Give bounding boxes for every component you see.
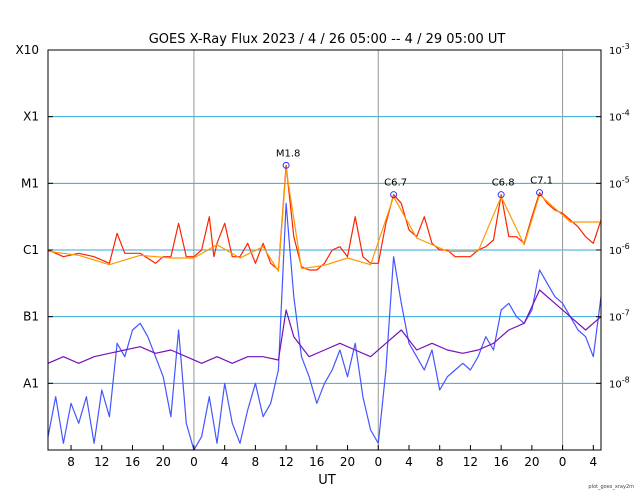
left-tick-label: X1 — [23, 110, 39, 124]
series-line-3 — [47, 289, 602, 364]
x-tick-label: 12 — [463, 455, 478, 469]
x-tick-label: 20 — [156, 455, 171, 469]
left-tick-label: C1 — [23, 243, 39, 257]
x-tick-label: 16 — [125, 455, 140, 469]
left-y-axis: A1 B1 C1 M1 X1 X10 — [16, 43, 53, 390]
right-tick-label: 10-6 — [609, 242, 630, 257]
chart-title: GOES X-Ray Flux 2023 / 4 / 26 05:00 -- 4… — [149, 32, 506, 47]
x-tick-label: 4 — [405, 455, 413, 469]
x-tick-label: 20 — [524, 455, 539, 469]
gridlines — [48, 116, 601, 384]
x-tick-label: 16 — [494, 455, 509, 469]
right-tick-label: 10-3 — [609, 42, 630, 57]
left-tick-label: A1 — [23, 376, 39, 390]
right-tick-label: 10-7 — [609, 309, 630, 324]
x-tick-label: 4 — [221, 455, 229, 469]
flare-peak-marker — [497, 191, 505, 199]
plot-credit: plot_goes_xray2m — [588, 484, 634, 490]
flare-peak-marker — [536, 189, 544, 197]
series-line-2 — [47, 202, 602, 451]
x-tick-label: 16 — [309, 455, 324, 469]
x-tick-label: 4 — [589, 455, 597, 469]
flare-label: C6.8 — [492, 178, 515, 189]
series-line-0 — [47, 164, 602, 271]
x-tick-label: 12 — [94, 455, 109, 469]
x-tick-label: 8 — [67, 455, 75, 469]
x-tick-label: 20 — [340, 455, 355, 469]
day-boundaries — [193, 50, 564, 450]
x-tick-label: 12 — [278, 455, 293, 469]
left-tick-label: M1 — [21, 176, 39, 190]
series-group — [47, 164, 602, 451]
left-tick-label: X10 — [16, 43, 40, 57]
x-tick-label: 0 — [559, 455, 567, 469]
flare-label: C6.7 — [384, 178, 407, 189]
left-tick-label: B1 — [23, 310, 39, 324]
right-tick-label: 10-5 — [609, 175, 630, 190]
x-axis: 8 12 16 20 0 4 8 12 16 20 0 4 8 12 16 20 0 4 — [67, 445, 597, 469]
x-tick-label: 8 — [436, 455, 444, 469]
flare-label: C7.1 — [530, 176, 553, 187]
x-tick-label: 0 — [374, 455, 382, 469]
right-tick-label: 10-8 — [609, 375, 630, 390]
flare-markers: M1.8 C6.7 C6.8 C7.1 — [276, 148, 553, 199]
flare-peak-marker — [282, 161, 290, 169]
flare-label: M1.8 — [276, 148, 301, 159]
series-line-1 — [47, 168, 601, 272]
x-tick-label: 8 — [252, 455, 260, 469]
x-tick-label: 0 — [190, 455, 198, 469]
x-axis-label: UT — [318, 473, 336, 488]
right-tick-label: 10-4 — [609, 109, 630, 124]
flare-peak-marker — [390, 191, 398, 199]
